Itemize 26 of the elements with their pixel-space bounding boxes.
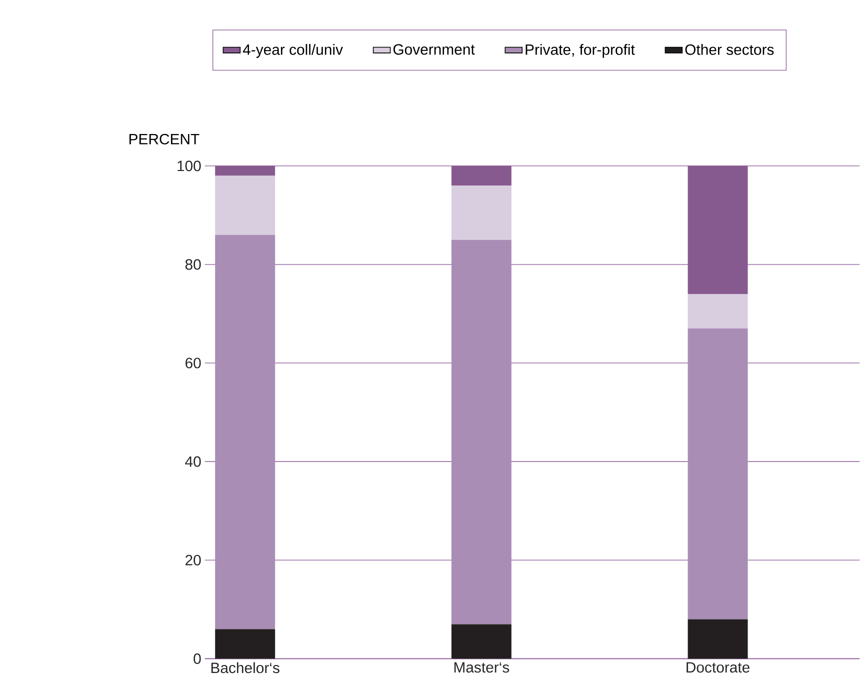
y-tick-label: 60 (186, 358, 201, 368)
y-tick-label: 0 (194, 654, 201, 664)
bar (215, 235, 276, 630)
bar (688, 328, 748, 620)
y-tick-label: 100 (178, 160, 201, 172)
y-tick-label: 20 (186, 555, 201, 566)
x-tick-label: Bachelor‘s (211, 662, 280, 674)
y-axis-title: PERCENT (129, 134, 200, 145)
x-tick-label: Doctorate (686, 662, 750, 673)
bar (451, 624, 512, 659)
legend-label: Private, for-profit (526, 44, 635, 58)
bar (688, 294, 748, 329)
y-tick-label: 80 (185, 259, 201, 270)
bar (688, 166, 748, 294)
bar (215, 629, 276, 659)
bar (688, 619, 748, 659)
bar (451, 240, 512, 624)
bar (215, 176, 276, 236)
bar (451, 186, 512, 240)
legend-label: 4-year coll/univ (242, 44, 343, 58)
y-tick-label: 40 (185, 456, 201, 468)
bar (215, 166, 276, 176)
legend-label: Government (393, 44, 475, 55)
bar (451, 166, 512, 186)
x-tick-label: Master‘s (454, 662, 510, 673)
legend-label: Other sectors (685, 44, 774, 56)
